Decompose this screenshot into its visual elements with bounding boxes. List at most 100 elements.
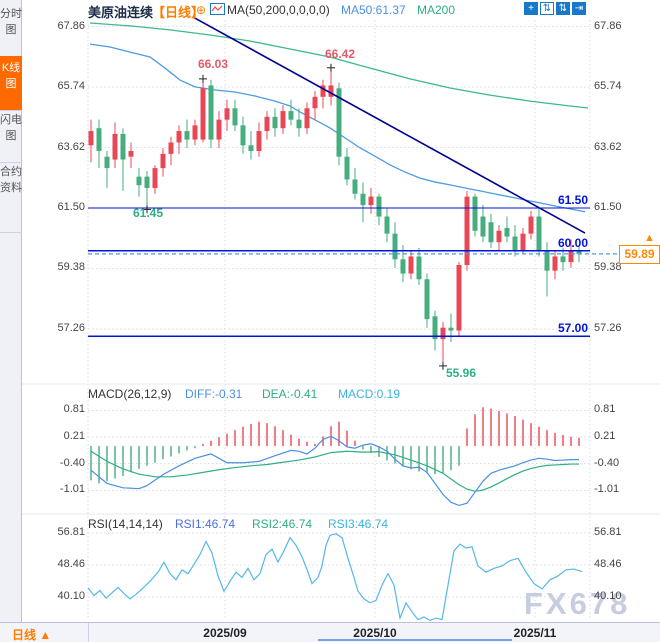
y-axis-tick: 61.50 [594, 201, 622, 213]
y-axis-tick: 65.74 [57, 80, 85, 93]
y-axis-tick: -1.01 [594, 483, 620, 496]
y-axis-tick: 56.81 [57, 526, 85, 539]
descending-trendline [192, 16, 586, 234]
rsi3-value: RSI3:46.74 [328, 517, 389, 531]
candle-body [176, 131, 182, 143]
y-axis-tick: 57.26 [594, 321, 622, 334]
current-price-value: 59.89 [624, 247, 655, 261]
collapse-right-icon[interactable]: ⇥ [572, 2, 586, 15]
y-axis-tick: -0.40 [59, 456, 85, 469]
sidebar-item-lightning-chart[interactable]: 闪电图 [0, 108, 22, 163]
chart-toolbar: + ⇅ ⇅ ⇥ [524, 2, 586, 15]
candle-body [144, 176, 150, 189]
candle-body [536, 216, 542, 251]
y-axis-tick: 48.46 [594, 558, 622, 570]
candle-body [368, 196, 374, 206]
candle-body [232, 108, 238, 126]
time-axis-bar: 日线 ▲ 2025/09 2025/10 2025/11 [0, 622, 660, 642]
rsi-line [87, 533, 583, 622]
candle-body [168, 142, 174, 154]
scrollbar[interactable] [318, 639, 512, 641]
candle-body [480, 216, 486, 237]
candle-body [112, 133, 118, 160]
candle-body [192, 125, 198, 140]
candle-body [416, 256, 422, 280]
period-tag[interactable]: 【日线】 [152, 5, 205, 20]
rsi-params-label: RSI(14,14,14) [88, 517, 163, 531]
candle-body [104, 156, 110, 169]
candle-body [328, 85, 334, 97]
rsi2-value: RSI2:46.74 [252, 517, 313, 531]
candle-body [320, 85, 326, 97]
sidebar-item-contract-info[interactable]: 合约资料 [0, 160, 22, 233]
candle-body [440, 327, 446, 340]
candle-body [256, 131, 262, 151]
candle-body [472, 196, 478, 231]
candle-body [288, 111, 294, 120]
add-indicator-icon[interactable]: ⊕ [196, 3, 207, 17]
candle-body [296, 119, 302, 129]
period-selector[interactable]: 日线 ▲ [12, 626, 51, 642]
hline-price-label: 60.00 [557, 235, 588, 250]
candle-body [360, 193, 366, 206]
period-selector-label: 日线 [12, 628, 37, 642]
candle-body [464, 196, 470, 265]
ma200-value: MA200 [417, 3, 456, 17]
x-axis-date-label: 2025/10 [353, 626, 397, 640]
y-axis-tick: 0.21 [63, 429, 85, 442]
y-axis-tick: 61.50 [57, 201, 85, 213]
candle-body [312, 96, 318, 109]
price-annotation: 55.96 [446, 366, 477, 380]
watermark: FX678 [524, 586, 631, 621]
crosshair-move-icon[interactable]: + [524, 2, 538, 15]
hline-price-label: 61.50 [557, 193, 588, 207]
y-axis-tick: 63.62 [594, 140, 622, 153]
hline-price-label: 57.00 [557, 321, 588, 336]
symbol-title: 美原油连续 [88, 5, 154, 20]
candle-body [528, 216, 534, 234]
y-axis-tick: 63.62 [57, 140, 85, 153]
candle-body [488, 222, 494, 243]
x-axis-date-label: 2025/09 [203, 626, 247, 640]
candle-body [520, 233, 526, 251]
y-axis-tick: 0.81 [594, 403, 616, 416]
y-axis-tick: 67.86 [57, 19, 85, 32]
candle-body [200, 88, 206, 140]
candle-body [272, 116, 278, 129]
y-axis-tick: 67.86 [594, 19, 622, 32]
period-up-arrow-icon: ▲ [39, 628, 52, 642]
current-price-tag: 59.89 [619, 245, 660, 264]
y-axis-tick: -1.01 [59, 483, 85, 496]
candle-body [280, 111, 286, 129]
y-axis-tick: -0.40 [594, 456, 620, 469]
price-annotation: 66.03 [198, 57, 229, 71]
axis-zoom-icon[interactable]: ⇅ [540, 2, 554, 15]
ma200-line [89, 22, 589, 109]
candle-body [512, 236, 518, 251]
axis-zoom-active-icon[interactable]: ⇅ [556, 2, 570, 15]
rsi1-value: RSI1:46.74 [175, 517, 236, 531]
y-axis-tick: 0.81 [63, 403, 85, 416]
sidebar-item-kline-chart[interactable]: K线图 [0, 56, 22, 111]
y-axis-tick: 65.74 [594, 80, 622, 93]
macd-dea-line [90, 450, 579, 492]
candle-body [136, 176, 142, 186]
candle-body [248, 145, 254, 151]
candle-body [336, 88, 342, 157]
period-cell [0, 623, 89, 642]
sidebar-item-time-share-chart[interactable]: 分时图 [0, 2, 22, 59]
ma-settings-label: MA(50,200,0,0,0,0) [227, 3, 330, 17]
candle-body [576, 250, 582, 254]
y-axis-tick: 59.38 [57, 261, 85, 274]
candle-body [408, 256, 414, 274]
candle-body [88, 131, 94, 146]
y-axis-tick: 40.10 [57, 590, 85, 603]
candle-body [552, 256, 558, 271]
candle-body [120, 133, 126, 160]
price-annotation: 61.45 [133, 206, 164, 220]
y-axis-tick: 40.10 [594, 590, 622, 603]
candle-body [560, 256, 566, 263]
candle-body [224, 108, 230, 120]
price-alert-arrow-icon: ▲ [644, 232, 655, 244]
